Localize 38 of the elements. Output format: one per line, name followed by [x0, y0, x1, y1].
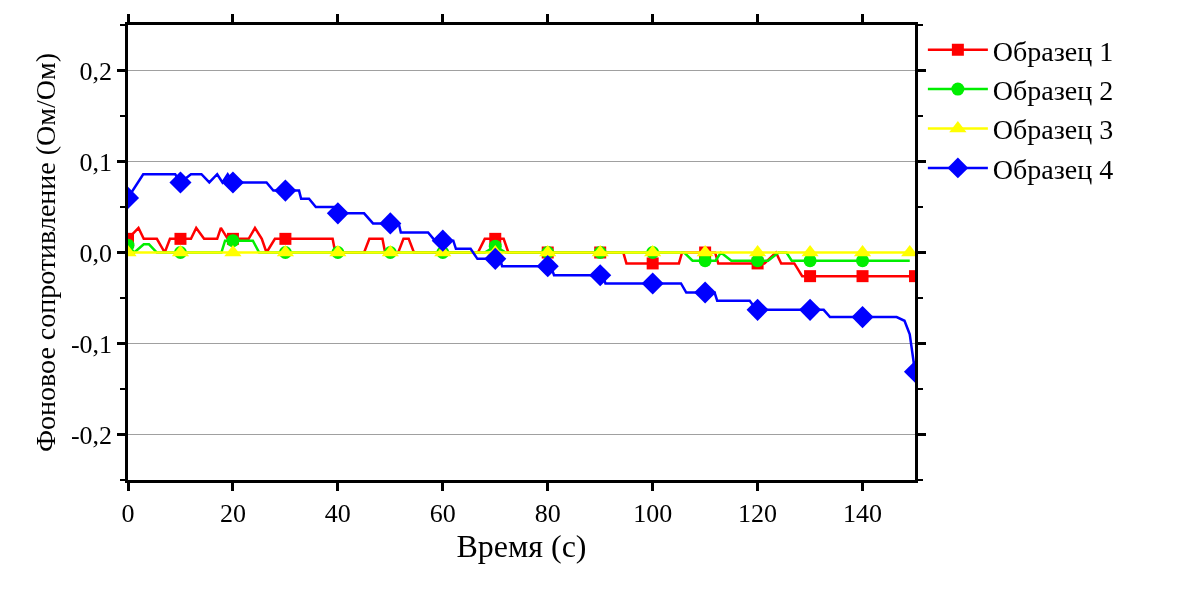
y-tick-label: -0,2: [70, 420, 113, 450]
y-tick-label: -0,1: [70, 329, 113, 359]
x-tick-label: 100: [633, 498, 673, 528]
point: [799, 298, 822, 321]
point: [694, 281, 717, 304]
x-tick-label: 60: [429, 498, 456, 528]
point: [804, 270, 817, 283]
point: [174, 232, 187, 245]
legend-label: Образец 4: [992, 153, 1114, 185]
y-axis-title: Фоновое сопротивление (Ом/Ом): [29, 52, 61, 453]
point: [646, 257, 659, 270]
x-axis-title: Время (с): [456, 527, 587, 564]
x-tick-label: 0: [121, 498, 135, 528]
point: [169, 171, 192, 194]
legend-label: Образец 3: [992, 114, 1114, 146]
point: [589, 264, 612, 287]
legend-label: Образец 2: [992, 75, 1114, 107]
point: [746, 298, 769, 321]
point: [856, 270, 869, 283]
y-tick-label: 0,1: [79, 147, 113, 177]
y-tick-label: 0,0: [79, 238, 113, 268]
point: [484, 247, 507, 270]
point: [279, 232, 292, 245]
point: [536, 255, 559, 278]
x-tick-label: 40: [324, 498, 351, 528]
x-tick-label: 140: [843, 498, 883, 528]
x-tick-label: 80: [534, 498, 561, 528]
point: [274, 179, 297, 202]
x-tick-label: 20: [219, 498, 246, 528]
legend-label: Образец 1: [992, 35, 1114, 67]
x-tick-label: 120: [738, 498, 778, 528]
point: [326, 202, 349, 225]
point: [641, 272, 664, 295]
point: [221, 171, 244, 194]
point: [851, 306, 874, 329]
point: [379, 212, 402, 235]
point: [431, 229, 454, 252]
y-tick-label: 0,2: [79, 56, 113, 86]
